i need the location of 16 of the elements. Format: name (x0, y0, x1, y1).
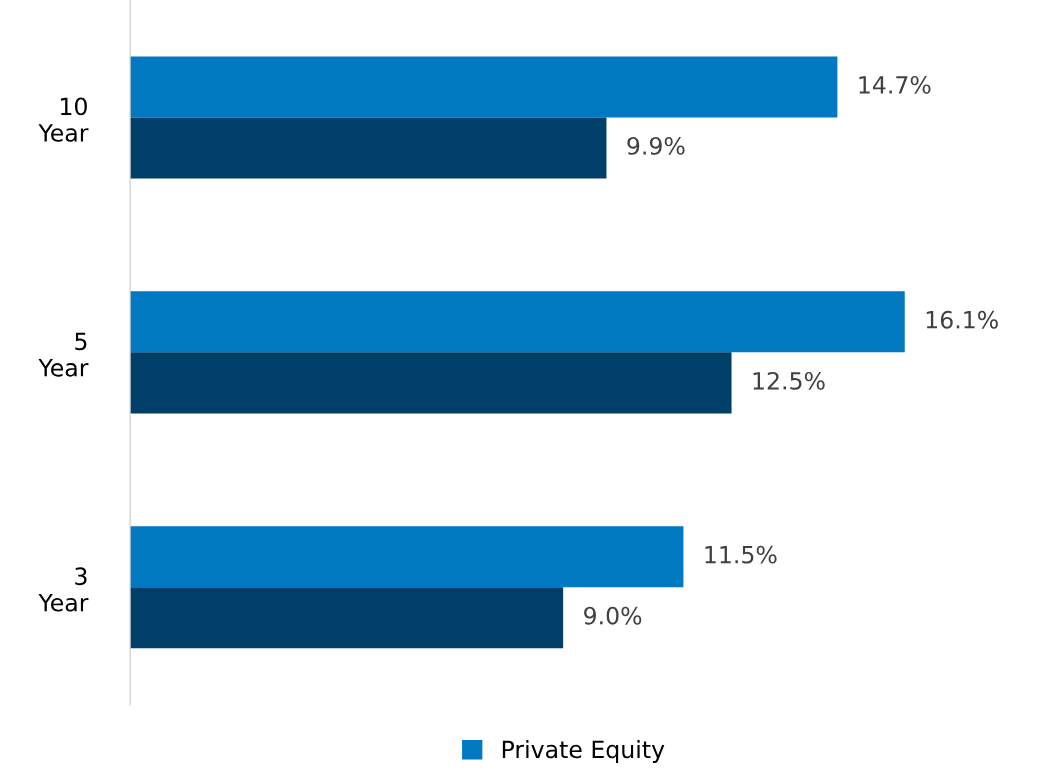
data-label: 14.7% (859, 75, 931, 94)
bar (130, 291, 905, 353)
data-label: 11.5% (705, 545, 777, 564)
y-tick-label: 10 Year (38, 97, 89, 142)
legend-label: Private Equity (502, 740, 665, 763)
data-label: 9.0% (584, 606, 642, 625)
data-label: 16.1% (926, 310, 998, 329)
bar (130, 56, 838, 118)
bar (130, 352, 732, 414)
data-label: 12.5% (753, 371, 825, 390)
bar (130, 587, 564, 649)
y-tick-label: 5 Year (38, 332, 89, 377)
data-label: 9.9% (627, 136, 685, 155)
y-tick-label: 3 Year (38, 567, 89, 612)
bar (130, 526, 684, 588)
bar (130, 117, 607, 179)
